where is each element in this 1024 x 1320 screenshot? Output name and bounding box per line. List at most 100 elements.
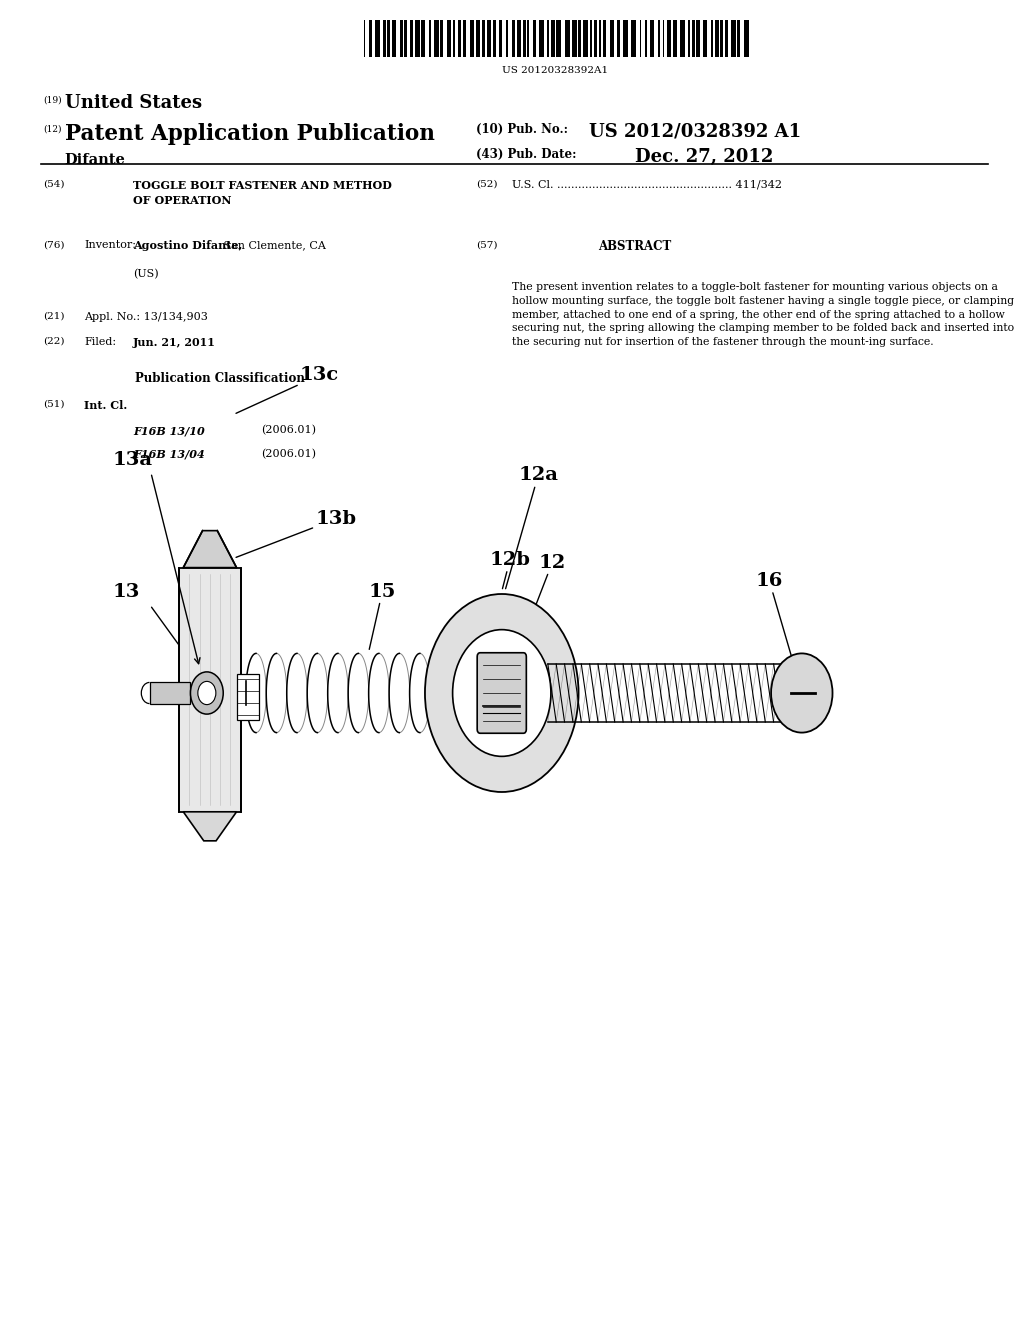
Bar [663, 20, 665, 57]
Bar [387, 20, 390, 57]
Bar [547, 20, 549, 57]
Bar [631, 20, 636, 57]
Bar [493, 20, 496, 57]
Text: U.S. Cl. .................................................. 411/342: U.S. Cl. ...............................… [512, 180, 782, 190]
Bar [512, 20, 515, 57]
Text: Inventor:: Inventor: [84, 240, 136, 251]
Bar [579, 20, 581, 57]
Text: 16: 16 [756, 572, 801, 689]
Bar [609, 20, 614, 57]
Bar [476, 20, 479, 57]
Text: (43) Pub. Date:: (43) Pub. Date: [476, 148, 577, 161]
Text: (2006.01): (2006.01) [261, 425, 316, 436]
Circle shape [190, 672, 223, 714]
Text: F16B 13/04: F16B 13/04 [133, 449, 205, 459]
Bar [411, 20, 413, 57]
Bar [440, 20, 443, 57]
Text: (57): (57) [476, 240, 498, 249]
Text: San Clemente, CA: San Clemente, CA [220, 240, 326, 251]
Text: 13b: 13b [237, 510, 356, 557]
Bar [375, 20, 380, 57]
Bar [725, 20, 727, 57]
Bar [657, 20, 659, 57]
Bar [645, 20, 647, 57]
Bar [481, 20, 484, 57]
Bar [594, 20, 597, 57]
Text: The present invention relates to a toggle-bolt fastener for mounting various obj: The present invention relates to a toggl… [512, 282, 1014, 347]
Bar [532, 20, 536, 57]
Polygon shape [183, 531, 237, 568]
Bar [551, 20, 555, 57]
Bar [523, 20, 526, 57]
Text: (22): (22) [43, 337, 65, 346]
Text: 12b: 12b [489, 550, 530, 589]
Text: Difante: Difante [65, 153, 125, 168]
Bar [565, 20, 569, 57]
Bar [731, 20, 735, 57]
Text: 13: 13 [113, 582, 140, 601]
Bar [446, 20, 451, 57]
Bar [715, 20, 719, 57]
Bar [429, 20, 431, 57]
Text: 12: 12 [529, 553, 566, 622]
Text: 12a: 12a [506, 466, 558, 589]
Bar [712, 20, 713, 57]
Bar [506, 20, 508, 57]
Bar [404, 20, 407, 57]
Text: Appl. No.: 13/134,903: Appl. No.: 13/134,903 [84, 312, 208, 322]
Text: US 2012/0328392 A1: US 2012/0328392 A1 [589, 123, 801, 141]
Bar [392, 20, 396, 57]
Bar [463, 20, 466, 57]
Bar [624, 20, 628, 57]
Text: F16B 13/10: F16B 13/10 [133, 425, 205, 436]
Bar [383, 20, 386, 57]
Bar [458, 20, 461, 57]
Text: Dec. 27, 2012: Dec. 27, 2012 [635, 148, 773, 166]
Bar [369, 20, 372, 57]
Bar [590, 20, 592, 57]
Bar [539, 20, 544, 57]
Text: (2006.01): (2006.01) [261, 449, 316, 459]
Circle shape [198, 681, 216, 705]
Bar [692, 20, 695, 57]
Text: ABSTRACT: ABSTRACT [598, 240, 672, 253]
Text: (12): (12) [43, 124, 61, 133]
Bar [616, 20, 620, 57]
Bar [736, 20, 740, 57]
Text: (51): (51) [43, 400, 65, 409]
Text: (10) Pub. No.:: (10) Pub. No.: [476, 123, 568, 136]
Bar [696, 20, 699, 57]
Polygon shape [183, 812, 237, 841]
Bar [720, 20, 723, 57]
Bar [415, 20, 420, 57]
Text: 13a: 13a [113, 450, 153, 469]
Bar [599, 20, 601, 57]
Bar [179, 568, 241, 812]
Text: 15: 15 [369, 582, 396, 649]
Text: Int. Cl.: Int. Cl. [84, 400, 127, 411]
Bar [237, 675, 259, 721]
Text: TOGGLE BOLT FASTENER AND METHOD
OF OPERATION: TOGGLE BOLT FASTENER AND METHOD OF OPERA… [133, 180, 392, 206]
Text: (19): (19) [43, 95, 61, 104]
Text: Filed:: Filed: [84, 337, 116, 347]
Bar [527, 20, 529, 57]
Text: Patent Application Publication: Patent Application Publication [65, 123, 434, 145]
Bar [584, 20, 588, 57]
Text: (54): (54) [43, 180, 65, 189]
Text: (52): (52) [476, 180, 498, 189]
Bar [470, 20, 474, 57]
Bar [572, 20, 577, 57]
Bar [364, 20, 366, 57]
Bar [688, 20, 690, 57]
Text: United States: United States [65, 94, 202, 112]
Bar [517, 20, 521, 57]
Bar [434, 20, 438, 57]
Text: (21): (21) [43, 312, 65, 321]
FancyBboxPatch shape [477, 653, 526, 734]
Bar [400, 20, 402, 57]
Bar [556, 20, 561, 57]
Bar [680, 20, 685, 57]
Circle shape [771, 653, 833, 733]
Bar [674, 20, 677, 57]
Bar [640, 20, 641, 57]
